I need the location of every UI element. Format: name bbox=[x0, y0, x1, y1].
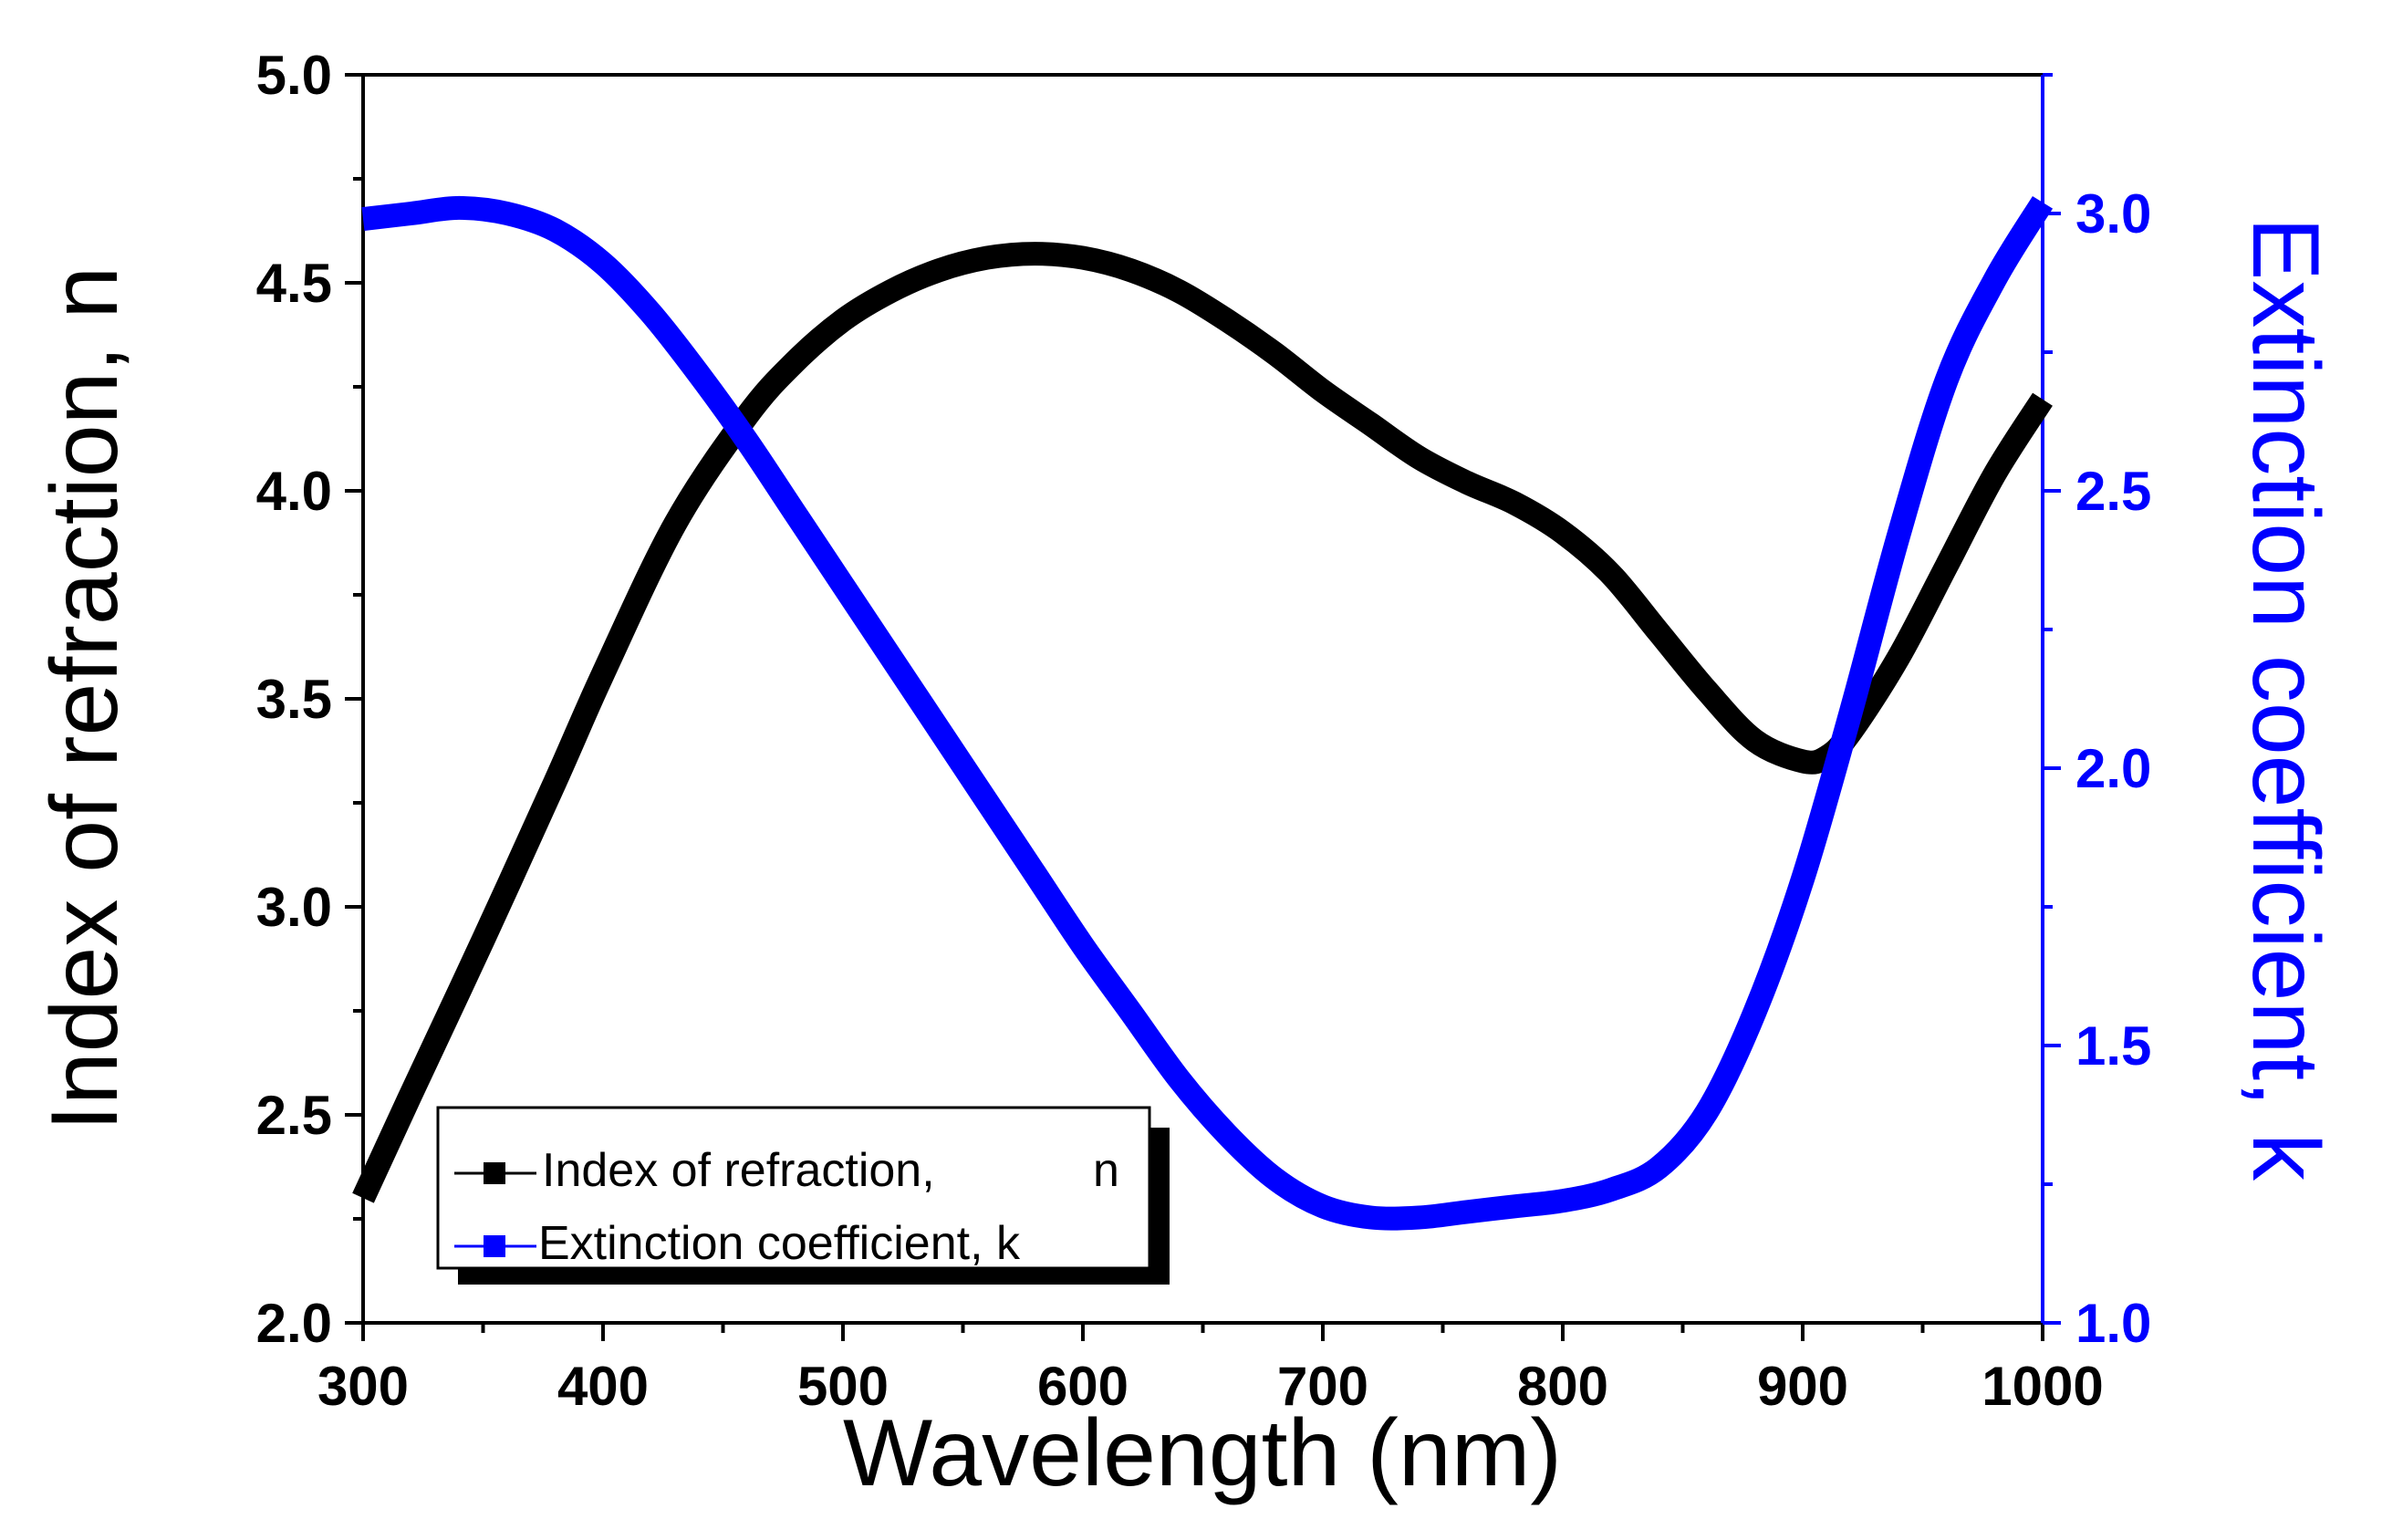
y-left-axis-ticks: 2.0 2.5 3.0 3.5 4.0 4.5 5.0 bbox=[256, 45, 363, 1354]
y-left-tick-label: 4.5 bbox=[256, 253, 332, 314]
x-tick-label: 900 bbox=[1757, 1356, 1848, 1417]
y-right-tick-label: 2.0 bbox=[2075, 738, 2151, 799]
y-right-axis-ticks: 1.0 1.5 2.0 2.5 3.0 bbox=[2043, 73, 2151, 1354]
legend-box bbox=[436, 1106, 1151, 1270]
x-tick-label: 500 bbox=[797, 1356, 889, 1417]
y-right-axis-label: Extinction coefficient, k bbox=[2232, 217, 2338, 1181]
legend-label-k: Extinction coefficient, k bbox=[538, 1217, 1021, 1270]
x-axis-label: Wavelength (nm) bbox=[843, 1400, 1562, 1506]
y-right-tick-label: 3.0 bbox=[2075, 183, 2151, 245]
series-group bbox=[352, 195, 2054, 1231]
y-right-tick-label: 1.0 bbox=[2075, 1293, 2151, 1354]
x-tick-label: 300 bbox=[317, 1356, 409, 1417]
series-line-extinction-coefficient bbox=[361, 195, 2054, 1231]
x-tick-label: 400 bbox=[557, 1356, 649, 1417]
y-left-tick-label: 3.0 bbox=[256, 877, 332, 938]
x-tick-label: 700 bbox=[1277, 1356, 1368, 1417]
legend-label-n: Index of refraction, bbox=[542, 1144, 935, 1197]
y-right-tick-label: 2.5 bbox=[2075, 461, 2151, 522]
x-tick-label: 800 bbox=[1517, 1356, 1608, 1417]
x-tick-label: 1000 bbox=[1982, 1356, 2103, 1417]
series-line-index-of-refraction bbox=[352, 242, 2053, 1203]
y-left-tick-label: 5.0 bbox=[256, 45, 332, 106]
legend: Index of refraction, n Extinction coeffi… bbox=[436, 1106, 1170, 1285]
y-left-tick-label: 3.5 bbox=[256, 669, 332, 730]
legend-swatch-marker-k bbox=[484, 1235, 505, 1257]
x-axis-ticks: 300 400 500 600 700 800 900 1000 bbox=[317, 1323, 2104, 1417]
x-tick-label: 600 bbox=[1037, 1356, 1129, 1417]
y-left-tick-label: 2.5 bbox=[256, 1085, 332, 1146]
legend-label-n-symbol: n bbox=[1093, 1144, 1119, 1197]
y-left-tick-label: 4.0 bbox=[256, 461, 332, 522]
legend-swatch-marker-n bbox=[484, 1162, 505, 1184]
y-right-tick-label: 1.5 bbox=[2075, 1015, 2151, 1077]
y-left-tick-label: 2.0 bbox=[256, 1293, 332, 1354]
y-left-axis-label: Index of refraction, n bbox=[32, 266, 138, 1131]
